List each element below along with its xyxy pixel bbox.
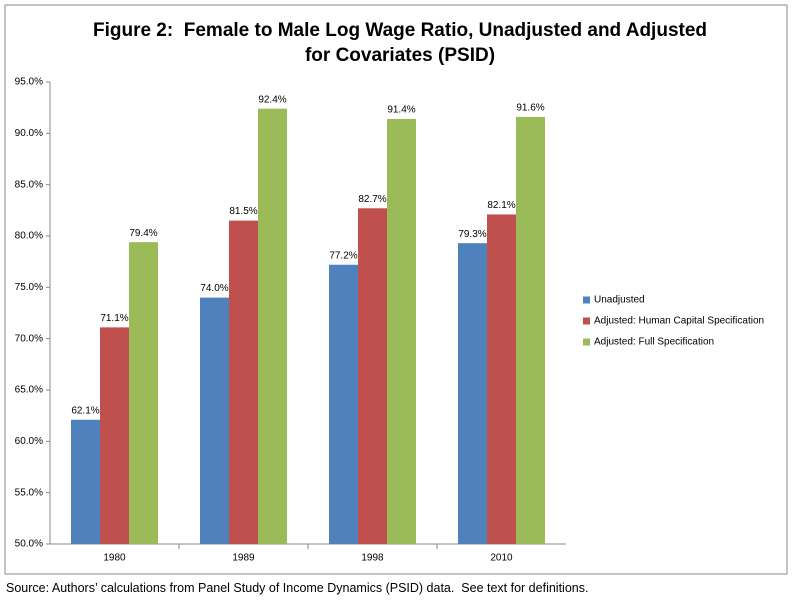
bar — [100, 327, 129, 544]
data-label: 71.1% — [100, 313, 128, 324]
chart-title: Figure 2: Female to Male Log Wage Ratio,… — [92, 20, 713, 66]
source-note: Source: Authors’ calculations from Panel… — [6, 581, 589, 595]
y-tick-label: 80.0% — [15, 231, 43, 242]
bar — [516, 116, 545, 544]
data-label: 91.4% — [387, 105, 415, 116]
x-tick-label: 1980 — [103, 553, 126, 564]
data-label: 74.0% — [200, 283, 228, 294]
data-label: 82.7% — [358, 194, 386, 205]
x-tick-label: 1989 — [232, 553, 255, 564]
x-tick-label: 1998 — [361, 553, 384, 564]
y-tick-label: 65.0% — [15, 385, 43, 396]
bar — [387, 118, 416, 545]
bar — [71, 419, 100, 544]
legend-swatch — [583, 338, 590, 346]
data-label: 79.4% — [129, 228, 157, 239]
y-tick-label: 85.0% — [15, 179, 43, 190]
legend-label: Unadjusted — [594, 295, 645, 306]
y-tick-label: 95.0% — [15, 77, 43, 88]
y-tick-label: 90.0% — [15, 128, 43, 139]
y-tick-label: 60.0% — [15, 436, 43, 447]
data-label: 82.1% — [487, 200, 515, 211]
data-label: 81.5% — [229, 206, 257, 217]
data-label: 92.4% — [258, 94, 286, 105]
data-label: 77.2% — [329, 250, 357, 261]
bar — [258, 108, 287, 545]
legend-swatch — [583, 296, 590, 304]
bar — [458, 243, 487, 545]
legend-label: Adjusted: Full Specification — [594, 337, 714, 348]
y-tick-label: 70.0% — [15, 333, 43, 344]
y-tick-label: 50.0% — [15, 539, 43, 550]
legend-label: Adjusted: Human Capital Specification — [594, 316, 764, 327]
bar — [229, 220, 258, 544]
legend-swatch — [583, 317, 590, 325]
data-label: 91.6% — [516, 103, 544, 114]
data-label: 62.1% — [71, 405, 99, 416]
bar — [358, 208, 387, 544]
y-tick-label: 75.0% — [15, 282, 43, 293]
bar — [200, 297, 229, 544]
data-label: 79.3% — [458, 229, 486, 240]
bar — [487, 214, 516, 544]
bar — [129, 242, 158, 544]
x-tick-label: 2010 — [490, 553, 513, 564]
bar — [329, 264, 358, 544]
y-tick-label: 55.0% — [15, 487, 43, 498]
